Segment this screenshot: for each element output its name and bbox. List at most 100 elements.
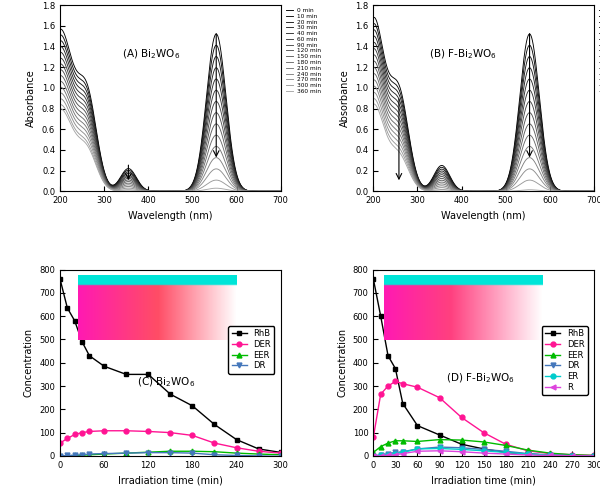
RhB bbox=[370, 276, 377, 282]
X-axis label: Irradiation time (min): Irradiation time (min) bbox=[431, 475, 536, 485]
RhB bbox=[86, 353, 93, 359]
DR bbox=[71, 452, 79, 458]
RhB bbox=[385, 353, 392, 359]
EER bbox=[255, 451, 262, 457]
ER bbox=[568, 453, 575, 459]
EER bbox=[211, 449, 218, 455]
EER bbox=[546, 450, 553, 456]
DER bbox=[101, 428, 108, 434]
EER bbox=[86, 452, 93, 458]
EER bbox=[377, 443, 384, 449]
DR bbox=[189, 450, 196, 456]
R bbox=[480, 450, 487, 456]
Line: DR: DR bbox=[371, 444, 596, 458]
Y-axis label: Absorbance: Absorbance bbox=[340, 69, 350, 127]
RhB bbox=[458, 441, 465, 447]
EER bbox=[64, 453, 71, 459]
DR bbox=[122, 450, 130, 456]
R bbox=[546, 452, 553, 458]
ER bbox=[502, 449, 509, 455]
RhB bbox=[167, 391, 174, 397]
EER bbox=[590, 452, 598, 458]
DER bbox=[590, 452, 598, 458]
Line: EER: EER bbox=[371, 437, 596, 458]
EER bbox=[233, 450, 240, 456]
ER bbox=[414, 446, 421, 452]
Y-axis label: Concentration: Concentration bbox=[24, 328, 34, 397]
ER bbox=[370, 453, 377, 459]
DR bbox=[414, 446, 421, 452]
DER bbox=[502, 441, 509, 447]
RhB bbox=[79, 339, 86, 345]
EER bbox=[277, 452, 284, 458]
EER bbox=[399, 438, 406, 444]
X-axis label: Wavelength (nm): Wavelength (nm) bbox=[442, 211, 526, 221]
ER bbox=[385, 452, 392, 458]
DER bbox=[64, 435, 71, 441]
Line: DER: DER bbox=[58, 428, 283, 455]
RhB bbox=[189, 403, 196, 409]
RhB bbox=[255, 446, 262, 452]
R bbox=[385, 452, 392, 458]
Text: (B) F-Bi$_2$WO$_6$: (B) F-Bi$_2$WO$_6$ bbox=[428, 48, 496, 61]
Legend: RhB, DER, EER, DR, ER, R: RhB, DER, EER, DR, ER, R bbox=[542, 326, 587, 395]
DR bbox=[377, 452, 384, 458]
R bbox=[377, 453, 384, 459]
RhB bbox=[64, 305, 71, 311]
DR bbox=[145, 449, 152, 455]
DR bbox=[568, 453, 575, 459]
DER bbox=[458, 414, 465, 420]
RhB bbox=[502, 449, 509, 455]
DR bbox=[167, 449, 174, 455]
EER bbox=[101, 451, 108, 457]
RhB bbox=[122, 371, 130, 377]
RhB bbox=[56, 276, 64, 282]
Text: (A) Bi$_2$WO$_6$: (A) Bi$_2$WO$_6$ bbox=[122, 48, 180, 61]
DR bbox=[64, 452, 71, 458]
DER bbox=[546, 450, 553, 456]
EER bbox=[370, 449, 377, 455]
DER bbox=[56, 440, 64, 446]
DR bbox=[458, 445, 465, 451]
EER bbox=[79, 452, 86, 458]
R bbox=[524, 452, 532, 458]
EER bbox=[385, 440, 392, 446]
X-axis label: Irradiation time (min): Irradiation time (min) bbox=[118, 475, 223, 485]
Text: (C) Bi$_2$WO$_6$: (C) Bi$_2$WO$_6$ bbox=[137, 375, 196, 389]
EER bbox=[71, 452, 79, 458]
DER bbox=[122, 428, 130, 434]
DR bbox=[101, 450, 108, 456]
R bbox=[399, 450, 406, 456]
X-axis label: Wavelength (nm): Wavelength (nm) bbox=[128, 211, 212, 221]
DER bbox=[436, 395, 443, 401]
DR bbox=[546, 452, 553, 458]
ER bbox=[590, 453, 598, 459]
RhB bbox=[590, 453, 598, 459]
EER bbox=[524, 447, 532, 453]
DER bbox=[377, 391, 384, 397]
DR bbox=[524, 450, 532, 456]
DER bbox=[71, 431, 79, 437]
ER bbox=[377, 452, 384, 458]
EER bbox=[145, 449, 152, 455]
Line: ER: ER bbox=[371, 446, 596, 458]
DER bbox=[392, 378, 399, 384]
R bbox=[414, 448, 421, 454]
EER bbox=[167, 448, 174, 454]
Line: RhB: RhB bbox=[58, 277, 283, 455]
Line: DER: DER bbox=[371, 379, 596, 458]
R bbox=[392, 452, 399, 458]
RhB bbox=[480, 446, 487, 452]
RhB bbox=[233, 436, 240, 442]
R bbox=[568, 453, 575, 459]
DER bbox=[255, 448, 262, 454]
ER bbox=[524, 451, 532, 457]
RhB bbox=[414, 423, 421, 429]
EER bbox=[480, 439, 487, 445]
RhB bbox=[377, 313, 384, 319]
RhB bbox=[211, 421, 218, 427]
DR bbox=[211, 452, 218, 458]
EER bbox=[458, 437, 465, 443]
DR bbox=[399, 449, 406, 455]
DER bbox=[189, 432, 196, 438]
